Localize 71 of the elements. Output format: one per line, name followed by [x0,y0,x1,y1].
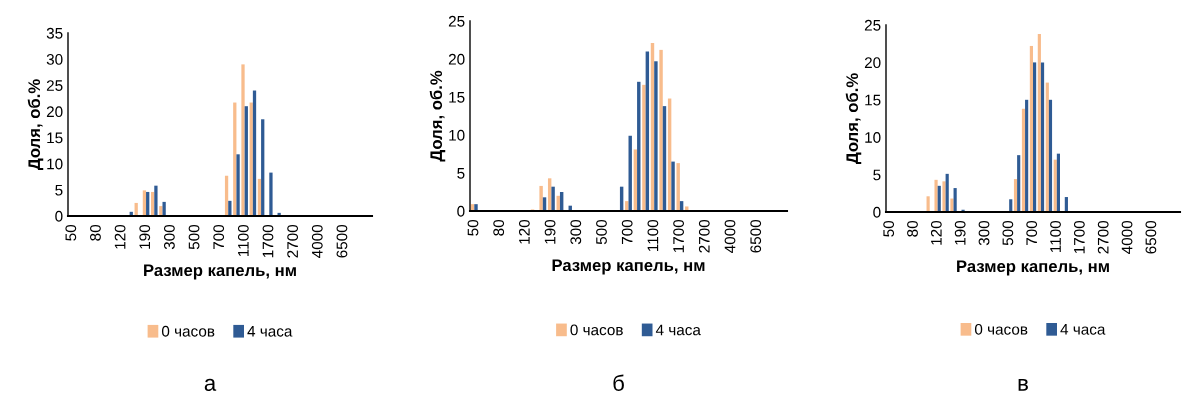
x-tick-label: 190 [139,224,151,249]
x-tick-label: 1700 [262,224,274,258]
y-tick-label: 0 [55,210,63,222]
y-tick-label: 15 [865,94,881,106]
legend-label: 0 часов [161,325,215,337]
x-tick-label: 700 [1026,220,1038,246]
x-tick-label: 50 [467,219,479,236]
legend-label: 0 часов [974,323,1028,335]
y-tick-label: 0 [457,205,465,217]
y-tick-label: 25 [864,19,881,31]
x-tick-label: 500 [1002,220,1014,246]
y-tick-label: 20 [46,106,63,118]
text: в [1018,379,1028,391]
x-tick-label: 190 [954,220,966,245]
x-tick-label: 1100 [237,224,249,257]
y-tick-label: 30 [46,54,63,65]
y-axis-title: Доля, об.% [845,73,862,165]
y-tick-label: 10 [47,158,63,170]
y-tick-label: 10 [449,129,465,141]
x-tick-label: 300 [163,224,175,250]
x-tick-label: 4000 [724,219,736,253]
x-tick-label: 700 [213,224,225,250]
x-tick-label: 4000 [311,224,323,258]
x-tick-label: 1700 [673,219,685,253]
text: б [613,374,624,391]
y-tick-label: 5 [457,168,465,179]
legend-label: 4 часа [1060,324,1106,335]
legend-label: 0 часов [570,324,623,336]
y-axis-title: Доля, об.% [27,79,44,171]
x-tick-label: 2700 [698,219,710,253]
x-axis-title: Размер капель, нм [957,260,1109,276]
x-tick-label: 300 [978,220,990,246]
x-tick-label: 700 [621,219,633,245]
y-tick-label: 10 [865,132,881,143]
y-tick-label: 0 [873,206,881,218]
x-tick-label: 6500 [1145,220,1157,254]
x-axis-title: Размер капель, нм [144,264,296,280]
y-tick-label: 20 [864,57,881,69]
y-tick-label: 25 [46,80,63,91]
x-tick-label: 80 [907,220,918,237]
x-tick-label: 2700 [1097,220,1109,254]
text: а [204,378,217,391]
x-tick-label: 80 [90,224,101,241]
x-tick-label: 50 [883,220,895,237]
y-tick-label: 25 [448,15,465,27]
y-tick-label: 20 [448,53,465,65]
y-tick-label: 5 [873,169,881,181]
x-tick-label: 120 [518,219,530,244]
x-axis-title: Размер капель, нм [552,259,705,275]
legend-label: 4 часа [655,324,701,336]
x-tick-label: 6500 [336,224,348,258]
x-tick-label: 120 [930,220,942,245]
x-tick-label: 2700 [287,224,299,258]
x-tick-label: 300 [570,219,582,245]
x-tick-label: 1100 [1050,220,1061,253]
y-tick-label: 15 [449,92,465,103]
x-tick-label: 500 [596,219,607,245]
x-tick-label: 1700 [1073,220,1085,254]
x-tick-label: 50 [65,224,77,241]
y-tick-label: 35 [46,27,63,39]
legend-label: 4 часа [247,326,293,337]
x-tick-label: 190 [544,219,556,244]
x-tick-label: 500 [188,224,200,250]
y-tick-label: 5 [55,184,63,196]
x-tick-label: 120 [114,224,126,249]
x-tick-label: 1100 [647,219,659,252]
x-tick-label: 80 [493,219,505,236]
x-tick-label: 4000 [1121,220,1133,254]
y-axis-title: Доля, об.% [429,70,446,162]
y-tick-label: 15 [47,132,63,144]
x-tick-label: 6500 [750,219,762,253]
